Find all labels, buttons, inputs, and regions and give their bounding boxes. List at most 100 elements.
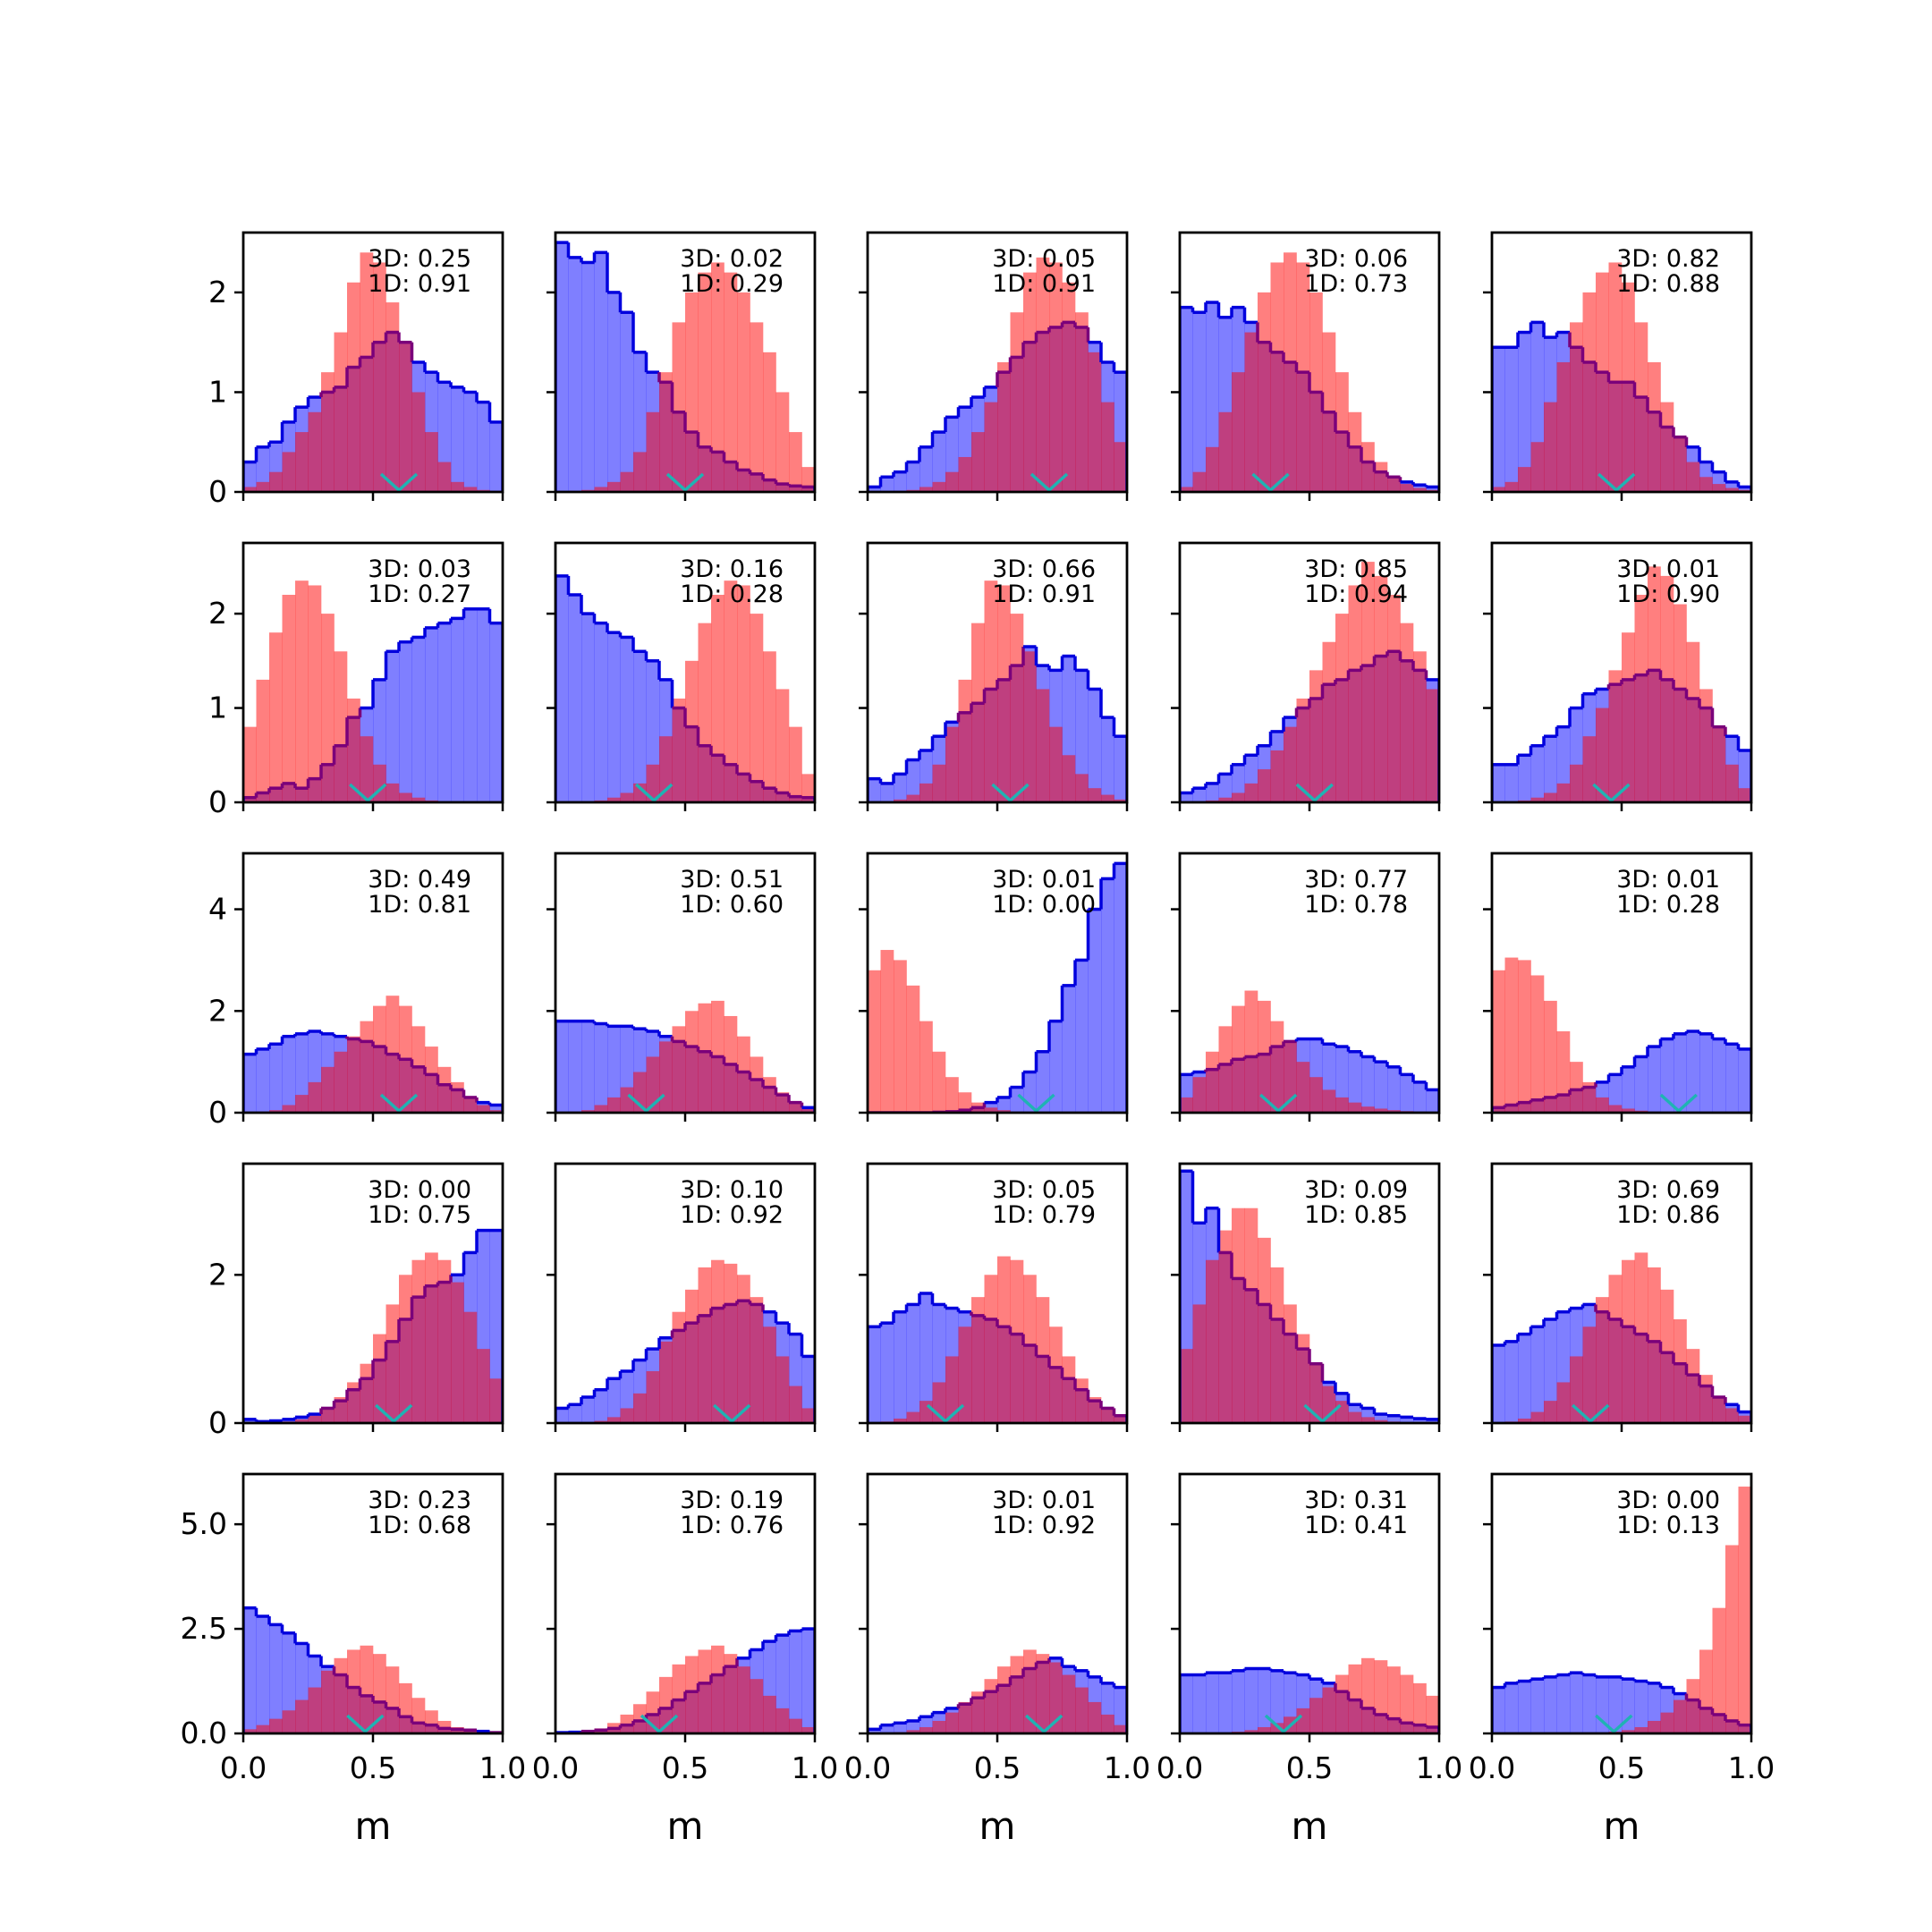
plot-area: [1180, 1657, 1439, 1733]
annotation-1d: 1D: 0.79: [992, 1201, 1096, 1229]
annotation-3d: 3D: 0.05: [992, 245, 1096, 273]
bar-1d: [659, 1676, 673, 1733]
bar-1d: [308, 585, 322, 802]
plot-area: [868, 1256, 1127, 1423]
bar-1d: [1075, 1687, 1089, 1733]
bar-1d: [334, 332, 348, 492]
bar-1d: [1725, 487, 1739, 492]
bar-1d: [1413, 487, 1427, 492]
annotation-1d: 1D: 0.60: [680, 891, 784, 919]
bar-1d: [1244, 990, 1258, 1113]
bar-1d: [1725, 1408, 1739, 1423]
bar-3d: [1426, 1419, 1439, 1423]
bar-3d: [932, 432, 946, 492]
bar-1d: [295, 1095, 309, 1113]
bar-1d: [646, 411, 660, 492]
bar-1d: [1270, 1723, 1284, 1733]
bar-3d: [1544, 736, 1557, 802]
marker-v: [1295, 783, 1334, 802]
bar-3d: [1556, 726, 1571, 802]
bar-1d: [1712, 726, 1726, 802]
bar-3d: [386, 651, 400, 802]
annotation-1d: 1D: 0.86: [1616, 1201, 1720, 1229]
bar-1d: [1361, 442, 1375, 492]
bar-1d: [1387, 477, 1401, 492]
bar-1d: [1258, 1726, 1271, 1733]
bar-3d: [868, 1729, 881, 1733]
bar-1d: [724, 1654, 738, 1733]
annotation-1d: 1D: 0.28: [680, 580, 784, 608]
bar-1d: [919, 783, 933, 802]
bar-1d: [1582, 1326, 1597, 1423]
bar-3d: [1712, 1038, 1726, 1113]
bar-1d: [685, 1011, 699, 1113]
bar-3d: [868, 1326, 881, 1423]
bar-1d: [1088, 1397, 1102, 1423]
bar-1d: [984, 1679, 998, 1733]
x-tick-label: 1.0: [479, 1750, 526, 1785]
bar-1d: [451, 1282, 464, 1423]
bar-1d: [1622, 1730, 1635, 1733]
bar-1d: [1374, 1660, 1388, 1733]
marker-v: [1264, 1714, 1303, 1733]
bar-1d: [1725, 1545, 1739, 1733]
bar-3d: [568, 1404, 582, 1423]
x-tick-label: 1.0: [1728, 1750, 1775, 1785]
bar-3d: [243, 1054, 257, 1113]
plot-area: [1492, 262, 1751, 492]
bar-3d: [1114, 736, 1127, 802]
bar-1d: [347, 282, 360, 492]
annotation-3d: 3D: 0.03: [368, 555, 471, 583]
bar-1d: [1270, 1267, 1284, 1423]
x-tick-label: 0.5: [350, 1750, 396, 1785]
bar-1d: [1335, 1097, 1349, 1113]
bar-3d: [1492, 347, 1505, 492]
bar-1d: [1556, 783, 1571, 802]
bar-1d: [1075, 312, 1089, 492]
bar-3d: [1725, 1044, 1739, 1113]
x-tick-label: 0.0: [1157, 1750, 1203, 1785]
bar-3d: [1674, 1033, 1687, 1113]
bar-3d: [256, 1616, 270, 1733]
plot-area: [1180, 1169, 1439, 1423]
bar-1d: [1660, 1712, 1674, 1733]
bar-1d: [386, 1304, 400, 1423]
bar-1d: [945, 1077, 959, 1113]
bar-1d: [1348, 585, 1362, 802]
bar-1d: [801, 774, 815, 802]
annotation-3d: 3D: 0.49: [368, 866, 471, 894]
bar-3d: [594, 1389, 608, 1423]
bar-3d: [1114, 1687, 1127, 1733]
bar-3d: [1062, 985, 1076, 1113]
bar-1d: [334, 1657, 348, 1733]
bar-3d: [581, 262, 595, 492]
bar-1d: [620, 1408, 634, 1423]
bar-1d: [1023, 1649, 1037, 1733]
bar-1d: [1010, 1656, 1024, 1733]
bar-1d: [1309, 670, 1323, 802]
bar-1d: [463, 1730, 478, 1733]
bar-3d: [1518, 755, 1531, 802]
bar-1d: [698, 623, 712, 802]
bar-1d: [868, 970, 881, 1113]
bar-1d: [698, 272, 712, 492]
bar-1d: [801, 1726, 815, 1733]
bar-1d: [1114, 442, 1127, 492]
bar-1d: [724, 272, 738, 492]
y-tick-label: 4: [208, 892, 227, 927]
bar-1d: [1335, 1674, 1349, 1733]
bar-1d: [906, 794, 920, 802]
y-tick-label: 0: [208, 474, 227, 509]
bar-1d: [1374, 1419, 1388, 1423]
bar-1d: [1686, 1349, 1700, 1423]
bar-1d: [1322, 1687, 1336, 1733]
bar-1d: [1699, 477, 1713, 492]
bar-1d: [737, 292, 750, 492]
bar-3d: [1101, 717, 1114, 802]
plot-area: [243, 996, 503, 1113]
bar-3d: [1530, 1326, 1545, 1423]
bar-1d: [1556, 1382, 1571, 1423]
bar-3d: [1088, 909, 1102, 1113]
plot-area: [555, 241, 815, 492]
bar-1d: [1075, 1378, 1089, 1423]
